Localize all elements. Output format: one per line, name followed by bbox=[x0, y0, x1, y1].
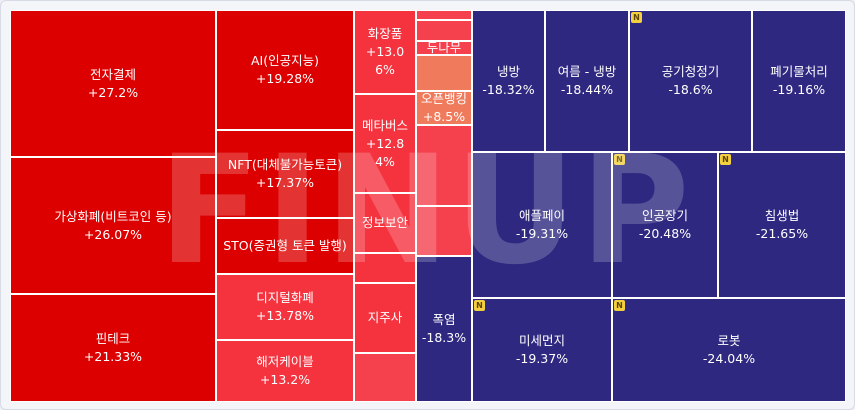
theme-treemap: 전자결제 +27.2% 가상화폐(비트코인 등) +26.07% 핀테크 +21.33% A… bbox=[10, 10, 846, 402]
treemap-cell[interactable]: 여름 - 냉방 -18.44% bbox=[545, 10, 629, 152]
cell-theme-name: 폭염 bbox=[432, 312, 456, 327]
cell-theme-name: 정보보안 bbox=[361, 215, 408, 230]
cell-change-value: +26.07% bbox=[83, 226, 143, 242]
cell-change-value: -18.32% bbox=[482, 82, 535, 97]
cell-theme-name: 두나무 bbox=[426, 41, 462, 55]
cell-change-value: -18.6% bbox=[668, 82, 713, 97]
cell-change-value: +13.2% bbox=[259, 372, 311, 387]
cell-change-value: -19.31% bbox=[515, 226, 569, 241]
treemap-cell[interactable] bbox=[354, 353, 416, 402]
treemap-cell[interactable]: 정보보안 bbox=[354, 193, 416, 253]
new-badge-icon: N bbox=[474, 300, 485, 311]
cell-change-value: +19.28% bbox=[255, 71, 315, 86]
cell-change-value: +17.37% bbox=[255, 175, 315, 190]
treemap-cell[interactable]: N 공기청정기 -18.6% bbox=[629, 10, 752, 152]
treemap-cell[interactable]: 디지털화폐 +13.78% bbox=[216, 274, 354, 340]
cell-theme-name: 공기청정기 bbox=[661, 64, 720, 79]
cell-theme-name: 인공장기 bbox=[641, 208, 688, 223]
treemap-cell[interactable]: NFT(대체불가능토큰) +17.37% bbox=[216, 130, 354, 218]
treemap-cell[interactable]: 폐기물처리 -19.16% bbox=[752, 10, 846, 152]
cell-theme-name: 애플페이 bbox=[518, 208, 565, 223]
cell-change-value: -19.16% bbox=[772, 82, 826, 97]
cell-change-value: +27.2% bbox=[87, 84, 139, 100]
treemap-cell[interactable]: 지주사 bbox=[354, 283, 416, 353]
treemap-cell[interactable] bbox=[416, 206, 472, 256]
treemap-cell[interactable]: 메타버스 +12.84% bbox=[354, 94, 416, 193]
cell-theme-name: 로봇 bbox=[717, 333, 741, 348]
cell-theme-name: 핀테크 bbox=[95, 331, 131, 346]
treemap-cell[interactable]: 가상화폐(비트코인 등) +26.07% bbox=[10, 157, 216, 294]
cell-change-value: -19.37% bbox=[515, 351, 569, 366]
new-badge-icon: N bbox=[720, 154, 731, 165]
cell-theme-name: 폐기물처리 bbox=[770, 64, 828, 79]
treemap-cell[interactable]: 오픈뱅킹 +8.5% bbox=[416, 91, 472, 125]
new-badge-icon: N bbox=[614, 154, 625, 165]
cell-theme-name: 지주사 bbox=[367, 310, 403, 325]
treemap-cell[interactable]: 화장품 +13.06% bbox=[354, 10, 416, 94]
treemap-cell[interactable]: N 인공장기 -20.48% bbox=[612, 152, 718, 298]
treemap-cell[interactable]: 냉방 -18.32% bbox=[472, 10, 545, 152]
treemap-cell[interactable]: N 로봇 -24.04% bbox=[612, 298, 846, 402]
treemap-cell[interactable]: 애플페이 -19.31% bbox=[472, 152, 612, 298]
new-badge-icon: N bbox=[631, 12, 642, 23]
treemap-cell[interactable]: N 미세먼지 -19.37% bbox=[472, 298, 612, 402]
cell-theme-name: AI(인공지능) bbox=[251, 53, 319, 68]
treemap-cell[interactable] bbox=[416, 10, 472, 20]
treemap-cell[interactable]: 전자결제 +27.2% bbox=[10, 10, 216, 157]
treemap-cell[interactable]: N 침생법 -21.65% bbox=[718, 152, 846, 298]
treemap-cell[interactable] bbox=[416, 125, 472, 206]
cell-theme-name: 미세먼지 bbox=[518, 333, 565, 348]
cell-change-value: -24.04% bbox=[702, 351, 756, 366]
cell-change-value: +13.06% bbox=[365, 44, 405, 77]
cell-theme-name: 침생법 bbox=[764, 208, 800, 223]
cell-theme-name: 해저케이블 bbox=[256, 354, 314, 369]
cell-theme-name: 화장품 bbox=[367, 26, 403, 41]
cell-change-value: -18.3% bbox=[421, 330, 467, 345]
cell-theme-name: 전자결제 bbox=[89, 66, 136, 82]
treemap-cell[interactable] bbox=[416, 20, 472, 41]
cell-theme-name: 여름 - 냉방 bbox=[557, 64, 617, 79]
treemap-cell[interactable]: AI(인공지능) +19.28% bbox=[216, 10, 354, 130]
cell-change-value: -18.44% bbox=[560, 82, 614, 97]
treemap-cell[interactable]: 폭염 -18.3% bbox=[416, 256, 472, 402]
cell-change-value: -21.65% bbox=[755, 226, 809, 241]
cell-change-value: +13.78% bbox=[255, 308, 315, 323]
cell-theme-name: STO(증권형 토큰 발행) bbox=[223, 238, 347, 253]
treemap-cell[interactable]: 핀테크 +21.33% bbox=[10, 294, 216, 402]
cell-theme-name: NFT(대체불가능토큰) bbox=[227, 157, 343, 172]
cell-theme-name: 오픈뱅킹 bbox=[420, 91, 467, 106]
cell-change-value: +8.5% bbox=[422, 109, 466, 124]
treemap-cell[interactable] bbox=[416, 55, 472, 91]
treemap-cell[interactable]: 해저케이블 +13.2% bbox=[216, 340, 354, 402]
treemap-cell[interactable]: 두나무 bbox=[416, 41, 472, 55]
cell-theme-name: 디지털화폐 bbox=[256, 290, 314, 305]
cell-change-value: +12.84% bbox=[365, 135, 405, 169]
cell-change-value: +21.33% bbox=[83, 349, 143, 364]
cell-change-value: -20.48% bbox=[638, 226, 692, 241]
cell-theme-name: 냉방 bbox=[496, 64, 520, 79]
new-badge-icon: N bbox=[614, 300, 625, 311]
cell-theme-name: 메타버스 bbox=[361, 117, 408, 133]
treemap-cell[interactable] bbox=[354, 253, 416, 283]
cell-theme-name: 가상화폐(비트코인 등) bbox=[54, 208, 172, 224]
treemap-cell[interactable]: STO(증권형 토큰 발행) bbox=[216, 218, 354, 274]
